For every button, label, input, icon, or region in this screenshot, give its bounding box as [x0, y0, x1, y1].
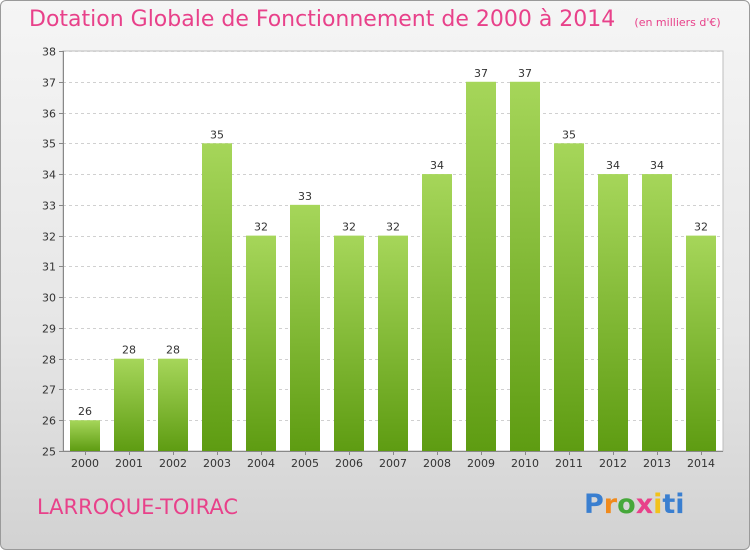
- bar: [378, 235, 408, 451]
- bar: [554, 143, 584, 452]
- bar-data-label: 34: [430, 159, 444, 172]
- chart-subtitle: (en milliers d'€): [634, 16, 721, 29]
- x-tick-label: 2000: [71, 457, 99, 470]
- x-tick-label: 2002: [159, 457, 187, 470]
- y-tick-label: 26: [42, 415, 56, 428]
- logo-letter: i: [653, 489, 663, 520]
- x-tick-label: 2006: [335, 457, 363, 470]
- chart-title: Dotation Globale de Fonctionnement de 20…: [29, 7, 616, 32]
- y-tick-label: 30: [42, 292, 56, 305]
- x-tick-label: 2004: [247, 457, 275, 470]
- bar: [334, 235, 364, 451]
- bar: [246, 235, 276, 451]
- x-tick-label: 2014: [687, 457, 715, 470]
- y-tick-label: 38: [42, 46, 56, 59]
- proxiti-logo[interactable]: Proxiti: [584, 489, 685, 520]
- bar: [202, 143, 232, 452]
- title-block: Dotation Globale de Fonctionnement de 20…: [29, 7, 721, 32]
- bar: [158, 358, 188, 451]
- x-tick-label: 2003: [203, 457, 231, 470]
- bar-data-label: 32: [694, 221, 708, 234]
- bar-data-label: 34: [650, 159, 664, 172]
- y-tick-label: 37: [42, 77, 56, 90]
- bar-data-label: 35: [562, 128, 576, 141]
- bar-data-label: 32: [254, 221, 268, 234]
- y-tick-label: 34: [42, 169, 56, 182]
- x-tick-label: 2013: [643, 457, 671, 470]
- x-tick-label: 2011: [555, 457, 583, 470]
- logo-letter: x: [635, 489, 654, 520]
- bar-data-label: 37: [474, 67, 488, 80]
- bar: [686, 235, 716, 451]
- y-tick-label: 32: [42, 231, 56, 244]
- x-tick-label: 2009: [467, 457, 495, 470]
- x-tick-label: 2008: [423, 457, 451, 470]
- bar-data-label: 32: [342, 221, 356, 234]
- bar: [114, 358, 144, 451]
- bar-data-label: 37: [518, 67, 532, 80]
- y-tick-label: 36: [42, 108, 56, 121]
- bar: [510, 81, 540, 452]
- x-tick-label: 2007: [379, 457, 407, 470]
- bar-data-label: 33: [298, 190, 312, 203]
- y-tick-label: 25: [42, 446, 56, 459]
- bar-data-label: 32: [386, 221, 400, 234]
- bar: [70, 420, 100, 451]
- bar: [422, 174, 452, 452]
- bar-data-label: 34: [606, 159, 620, 172]
- logo-letter: P: [584, 489, 604, 520]
- y-tick-label: 29: [42, 323, 56, 336]
- x-tick-label: 2010: [511, 457, 539, 470]
- commune-name: LARROQUE-TOIRAC: [37, 495, 239, 519]
- x-tick-label: 2001: [115, 457, 143, 470]
- x-tick-label: 2005: [291, 457, 319, 470]
- bar: [598, 174, 628, 452]
- bar-data-label: 28: [122, 344, 136, 357]
- y-tick-label: 27: [42, 384, 56, 397]
- logo-letter: o: [617, 489, 636, 520]
- y-tick-label: 35: [42, 138, 56, 151]
- logo-letter: r: [603, 489, 618, 520]
- bar-data-label: 26: [78, 405, 92, 418]
- y-tick-label: 31: [42, 261, 56, 274]
- y-tick-label: 28: [42, 354, 56, 367]
- y-tick-label: 33: [42, 200, 56, 213]
- logo-letter: t: [662, 489, 676, 520]
- bar: [642, 174, 672, 452]
- bar: [466, 81, 496, 452]
- logo-letter: i: [675, 489, 685, 520]
- x-tick-label: 2012: [599, 457, 627, 470]
- bar-data-label: 28: [166, 344, 180, 357]
- bar-data-label: 35: [210, 128, 224, 141]
- bar: [290, 204, 320, 451]
